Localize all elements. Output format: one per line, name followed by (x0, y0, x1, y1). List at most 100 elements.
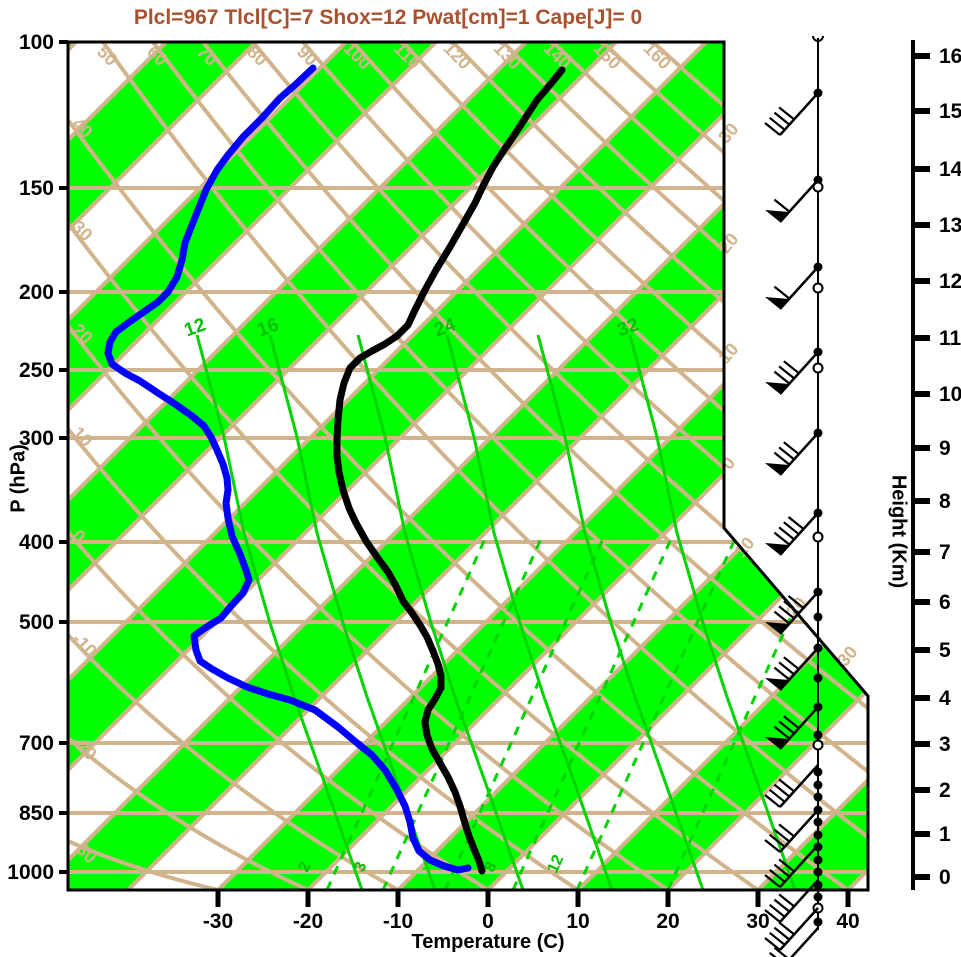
barb-shaft (779, 844, 819, 888)
height-tick-label: 6 (939, 591, 951, 614)
height-tick-label: 11 (939, 327, 961, 350)
height-tick-label: 13 (939, 214, 961, 237)
barb-pennant-icon (765, 382, 789, 394)
barb-feather-icon (773, 926, 791, 941)
wind-barb (764, 907, 819, 951)
barb-shaft (779, 809, 819, 853)
height-tick-label: 12 (939, 270, 961, 293)
isotherm-line (68, 42, 450, 890)
barb-pennant-icon (765, 463, 789, 475)
x-tick-label: 20 (656, 910, 679, 933)
height-tick-label: 0 (939, 866, 951, 889)
x-axis-title: Temperature (C) (411, 931, 565, 953)
barb-feather-icon (778, 921, 795, 936)
barb-feather-icon (764, 839, 781, 853)
barb-feather-icon (787, 595, 805, 609)
wind-barb (764, 764, 819, 808)
barb-shaft (779, 92, 819, 136)
barb-feather-icon (764, 122, 781, 136)
wind-level-dot (813, 780, 823, 790)
moist-adiabat-line (195, 334, 364, 890)
pressure-tick-label: 700 (19, 732, 54, 755)
barb-feather-icon (778, 778, 795, 793)
barb-shaft (790, 927, 819, 957)
x-tick-label: -20 (293, 910, 323, 933)
barb-shaft (779, 907, 819, 951)
barb-pennant-icon (765, 297, 789, 309)
wind-level-dot (813, 730, 823, 740)
wind-barb (764, 879, 819, 923)
wind-level-open-circle (812, 181, 824, 193)
wind-level-open-circle (812, 531, 824, 543)
pressure-tick-label: 850 (19, 802, 54, 825)
wind-level-dot (813, 830, 823, 840)
height-tick-label: 5 (939, 639, 951, 662)
dry-adiabat-line (151, 42, 868, 890)
height-tick-label: 16 (939, 45, 961, 68)
barb-feather-icon (769, 903, 786, 918)
barb-feather-icon (778, 661, 795, 676)
barb-shaft (779, 432, 819, 476)
barb-pennant-icon (765, 210, 789, 222)
moist-adiabat-line (536, 334, 705, 890)
barb-feather-icon (773, 531, 791, 546)
barb-feather-icon (773, 370, 791, 385)
plot-area (68, 42, 868, 890)
temperature-curve (333, 66, 566, 875)
x-tick-label: 30 (746, 910, 769, 933)
height-tick-label: 10 (939, 383, 961, 406)
green-band (68, 42, 448, 890)
barb-feather-icon (773, 898, 791, 913)
barb-feather-icon (773, 451, 791, 466)
barb-feather-icon (773, 783, 791, 798)
wind-level-open-circle (812, 362, 824, 374)
wind-level-dot (813, 673, 823, 683)
barb-feather-icon (764, 909, 781, 923)
barb-feather-icon (778, 720, 795, 735)
mixing-ratio-line (575, 536, 738, 890)
barb-feather-icon (769, 833, 786, 848)
isotherm-edge-label: 10 (714, 339, 742, 367)
barb-feather-icon (773, 863, 791, 878)
wind-level-open-circle (812, 282, 824, 294)
barb-feather-icon (769, 868, 786, 883)
barb-feather-icon (773, 111, 791, 126)
green-band (218, 42, 868, 890)
barb-feather-icon (778, 893, 795, 908)
barb-feather-icon (778, 858, 795, 873)
barb-feather-icon (769, 116, 786, 131)
wind-level-dot (813, 867, 823, 877)
barb-shaft (779, 647, 819, 691)
barb-shaft (779, 179, 819, 223)
barb-feather-icon (778, 823, 795, 838)
green-band (398, 42, 868, 890)
barb-feather-icon (773, 725, 791, 740)
barb-feather-icon (773, 198, 791, 213)
pressure-tick-label: 400 (19, 531, 54, 554)
dry-adiabat-line (68, 839, 219, 890)
wind-barb (765, 351, 819, 395)
temperature-axis: -30 -20 -10 0 10 20 30 40 (203, 890, 860, 933)
x-tick-label: 0 (482, 910, 494, 933)
barb-feather-icon (783, 441, 800, 456)
moist-adiabat-line (628, 334, 797, 890)
wind-level-dot (813, 855, 823, 865)
height-tick-label: 15 (939, 100, 961, 123)
pressure-tick-label: 100 (19, 31, 54, 54)
dry-adiabat-line (401, 42, 868, 890)
wind-level-open-circle (812, 739, 824, 751)
barb-feather-icon (783, 715, 800, 730)
moist-adiabat-line (356, 334, 525, 890)
mixing-ratio-line (443, 536, 606, 890)
wind-barb (765, 179, 819, 223)
green-band (68, 42, 628, 890)
wind-level-dot (813, 892, 823, 902)
barb-feather-icon (778, 365, 795, 380)
pressure-axis: 100 150 200 250 300 400 500 700 850 1000 (7, 31, 68, 884)
barb-feather-icon (764, 794, 781, 808)
chart-title: Plcl=967 Tlcl[C]=7 Shox=12 Pwat[cm]=1 Ca… (133, 6, 643, 29)
barb-pennant-icon (765, 622, 789, 634)
height-tick-label: 4 (939, 687, 951, 710)
wind-barb (764, 844, 819, 888)
dry-adiabat-label-left: 10 (68, 423, 96, 451)
